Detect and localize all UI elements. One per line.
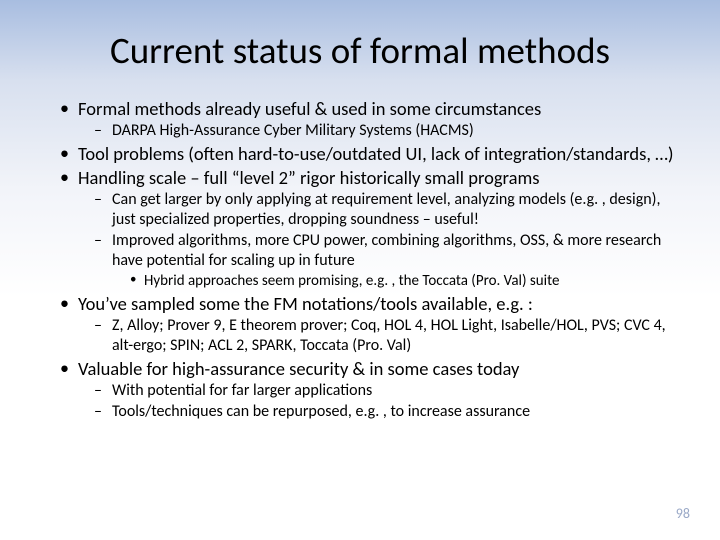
bullet-lvl2: Can get larger by only applying at requi…	[94, 190, 684, 230]
bullet-sublist: Z, Alloy; Prover 9, E theorem prover; Co…	[78, 316, 684, 356]
bullet-text: DARPA High-Assurance Cyber Military Syst…	[112, 121, 474, 140]
bullet-text: Improved algorithms, more CPU power, com…	[112, 231, 661, 270]
bullet-text: Can get larger by only applying at requi…	[112, 190, 660, 229]
bullet-lvl3: Hybrid approaches seem promising, e.g. ,…	[130, 272, 684, 291]
bullet-lvl1: Handling scale – full “level 2” rigor hi…	[60, 166, 684, 291]
bullet-lvl2: Z, Alloy; Prover 9, E theorem prover; Co…	[94, 316, 684, 356]
bullet-subsublist: Hybrid approaches seem promising, e.g. ,…	[112, 272, 684, 291]
bullet-text: Tools/techniques can be repurposed, e.g.…	[112, 402, 530, 421]
bullet-sublist: DARPA High-Assurance Cyber Military Syst…	[78, 121, 684, 141]
page-number: 98	[676, 505, 690, 522]
bullet-lvl2: Tools/techniques can be repurposed, e.g.…	[94, 402, 684, 422]
bullet-text: Tool problems (often hard-to-use/outdate…	[78, 142, 674, 165]
bullet-lvl1: Valuable for high-assurance security & i…	[60, 357, 684, 422]
bullet-lvl2: With potential for far larger applicatio…	[94, 381, 684, 401]
bullet-text: With potential for far larger applicatio…	[112, 381, 372, 400]
bullet-list: Formal methods already useful & used in …	[36, 97, 684, 422]
bullet-lvl1: Tool problems (often hard-to-use/outdate…	[60, 142, 684, 165]
bullet-lvl1: Formal methods already useful & used in …	[60, 97, 684, 141]
bullet-text: Handling scale – full “level 2” rigor hi…	[78, 166, 540, 189]
bullet-text: Formal methods already useful & used in …	[78, 97, 541, 120]
slide-title: Current status of formal methods	[36, 28, 684, 73]
bullet-text: Z, Alloy; Prover 9, E theorem prover; Co…	[112, 316, 666, 355]
bullet-sublist: With potential for far larger applicatio…	[78, 381, 684, 422]
slide: Current status of formal methods Formal …	[0, 0, 720, 540]
bullet-lvl2: DARPA High-Assurance Cyber Military Syst…	[94, 121, 684, 141]
bullet-lvl2: Improved algorithms, more CPU power, com…	[94, 231, 684, 291]
bullet-text: Valuable for high-assurance security & i…	[78, 357, 519, 380]
bullet-lvl1: You’ve sampled some the FM notations/too…	[60, 292, 684, 356]
bullet-sublist: Can get larger by only applying at requi…	[78, 190, 684, 291]
bullet-text: You’ve sampled some the FM notations/too…	[78, 292, 533, 315]
bullet-text: Hybrid approaches seem promising, e.g. ,…	[144, 272, 559, 290]
